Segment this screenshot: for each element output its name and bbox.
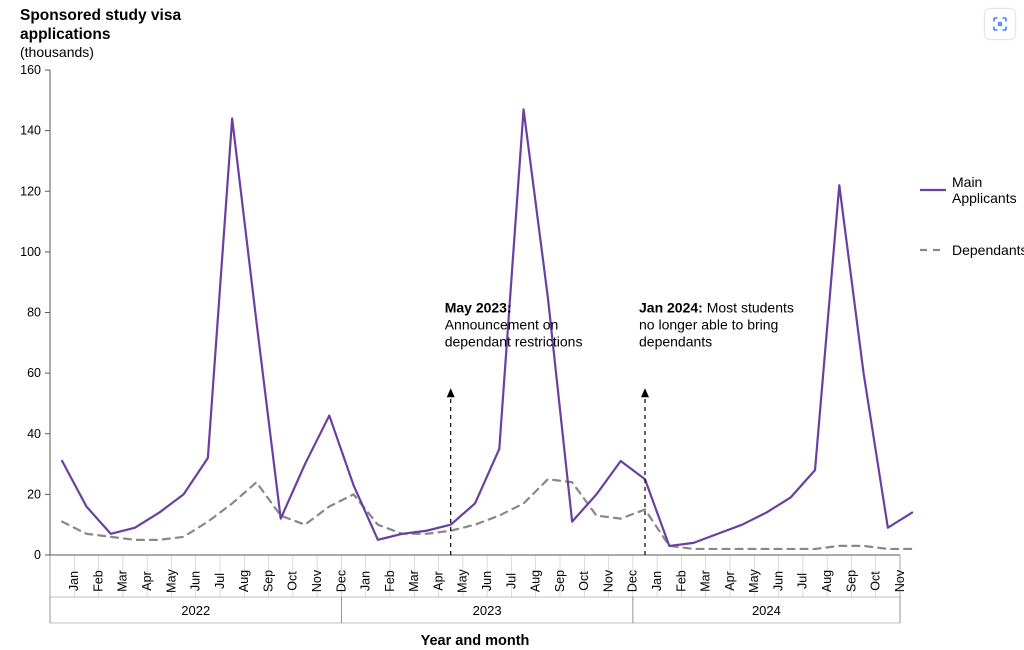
legend-label: Dependants	[952, 242, 1024, 258]
line-chart: 020406080100120140160JanFebMarAprMayJunJ…	[0, 0, 1024, 650]
x-tick-year: 2022	[181, 603, 210, 618]
svg-text:Announcement on: Announcement on	[445, 317, 559, 333]
y-tick-label: 80	[27, 306, 41, 320]
y-tick-label: 160	[20, 63, 41, 77]
svg-text:dependants: dependants	[639, 334, 712, 350]
y-tick-label: 140	[20, 124, 41, 138]
annotation-arrowhead	[447, 388, 455, 397]
y-tick-label: 100	[20, 245, 41, 259]
y-tick-label: 40	[27, 427, 41, 441]
annotation-label: May 2023:Announcement ondependant restri…	[445, 300, 583, 350]
y-tick-label: 0	[34, 548, 41, 562]
y-tick-label: 20	[27, 487, 41, 501]
y-tick-label: 120	[20, 184, 41, 198]
y-tick-label: 60	[27, 366, 41, 380]
series-dependants	[62, 479, 912, 549]
svg-text:no longer able to bring: no longer able to bring	[639, 317, 778, 333]
x-axis-title: Year and month	[421, 633, 530, 649]
x-tick-year: 2023	[473, 603, 502, 618]
annotation-label: Jan 2024: Most studentsno longer able to…	[639, 300, 794, 350]
svg-text:Jan 2024: Most students: Jan 2024: Most students	[639, 300, 794, 316]
svg-text:dependant restrictions: dependant restrictions	[445, 334, 583, 350]
legend-label: Main	[952, 174, 982, 190]
x-tick-year: 2024	[752, 603, 781, 618]
annotation-arrowhead	[641, 388, 649, 397]
legend-label: Applicants	[952, 190, 1017, 206]
svg-text:May 2023:: May 2023:	[445, 300, 512, 316]
